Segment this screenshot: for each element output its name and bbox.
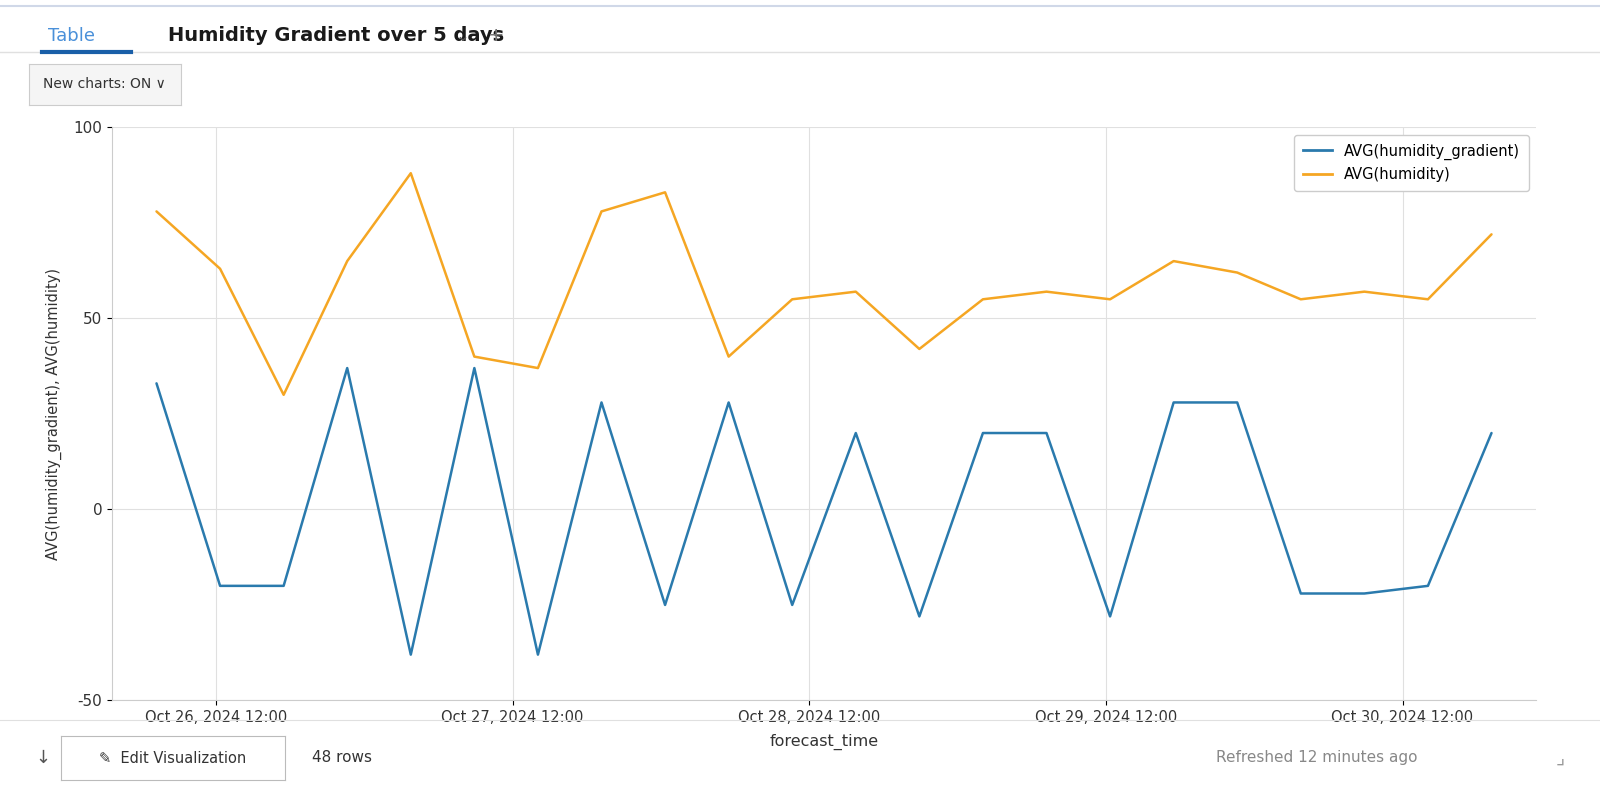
Text: +: + [488,26,504,45]
Text: Table: Table [48,27,94,45]
Text: ↓: ↓ [35,749,50,767]
Text: 48 rows: 48 rows [312,751,371,765]
Text: ✎  Edit Visualization: ✎ Edit Visualization [99,751,246,766]
Legend: AVG(humidity_gradient), AVG(humidity): AVG(humidity_gradient), AVG(humidity) [1294,135,1528,191]
Text: ⌄: ⌄ [456,27,470,45]
X-axis label: forecast_time: forecast_time [770,734,878,750]
Y-axis label: AVG(humidity_gradient), AVG(humidity): AVG(humidity_gradient), AVG(humidity) [46,268,62,560]
Text: ⌟: ⌟ [1555,748,1565,767]
Text: New charts: ON ∨: New charts: ON ∨ [43,77,166,92]
Text: Humidity Gradient over 5 days: Humidity Gradient over 5 days [168,26,504,45]
Text: Refreshed 12 minutes ago: Refreshed 12 minutes ago [1216,751,1418,765]
